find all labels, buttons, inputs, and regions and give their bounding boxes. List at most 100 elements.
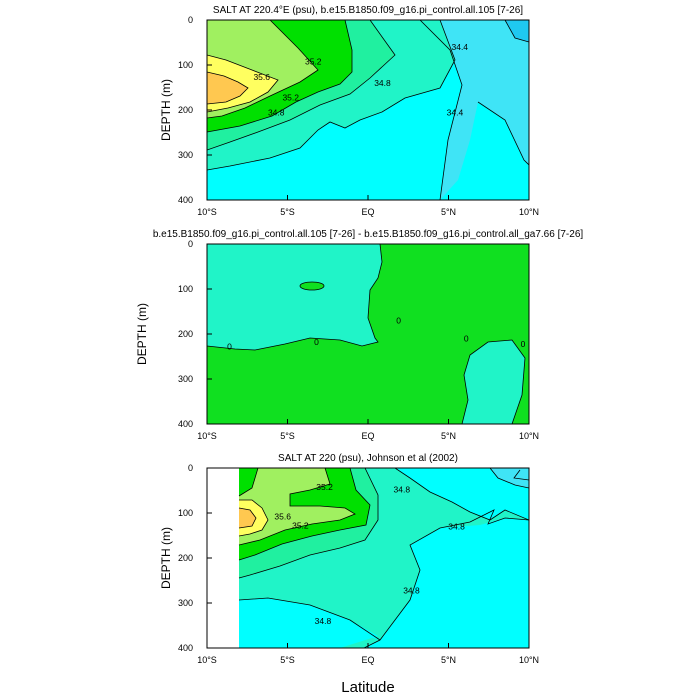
p1-contour-34.4 (419, 20, 463, 200)
x-tick-label: 10°N (519, 431, 539, 441)
p2-fill-negative-left (207, 244, 382, 350)
p3-contour-35.0 (238, 468, 379, 579)
x-tick-label: 5°N (441, 431, 456, 441)
x-tick-label: 5°N (441, 207, 456, 217)
panel-1-ylabel: DEPTH (m) (159, 79, 173, 141)
x-tick-label: 5°S (280, 207, 295, 217)
y-tick-label: 300 (178, 598, 193, 608)
p3-contour-35.6 (238, 499, 269, 537)
y-tick-label: 100 (178, 284, 193, 294)
y-tick-label: 200 (178, 329, 193, 339)
y-tick-label: 300 (178, 150, 193, 160)
p2-contour-zero-left (207, 244, 383, 351)
p3-fill-34.4 (490, 468, 529, 488)
p1-fill-34.4 (420, 20, 529, 200)
p2-contour-zero-right (461, 339, 526, 424)
x-tick-label: 10°S (197, 431, 217, 441)
y-tick-label: 400 (178, 419, 193, 429)
p2-fill-blob (300, 282, 324, 290)
p3-contour-34.8-right (363, 509, 529, 648)
x-tick-label: 5°S (280, 431, 295, 441)
p1-contour-35.8 (207, 71, 249, 105)
p3-contour-35.2 (238, 468, 371, 561)
p1-contour-35.2 (207, 20, 353, 133)
x-tick-label: EQ (361, 655, 374, 665)
contour-label: 34.4 (451, 42, 468, 52)
y-tick-label: 100 (178, 508, 193, 518)
contour-label: 35.2 (282, 92, 299, 102)
p1-contour-34.8 (207, 20, 456, 171)
contour-label: 35.2 (305, 56, 322, 66)
p1-contour-34.2 (504, 20, 529, 43)
p1-fill-34.2 (505, 20, 529, 42)
contour-label: 34.8 (448, 522, 465, 532)
p3-fill-35.4 (239, 468, 355, 545)
panel-2-contour-labels: 0 0 0 0 0 (227, 316, 525, 352)
panel-1-contour-fill (207, 20, 529, 200)
y-tick-label: 0 (188, 239, 193, 249)
p3-fill-34.6-right (239, 518, 529, 648)
panel-1-contour-labels: 35.2 35.6 35.2 34.8 34.8 34.4 34.4 (253, 42, 468, 117)
contour-label: 35.6 (274, 512, 291, 522)
p3-contour-34.4 (513, 469, 529, 481)
x-tick-label: 5°N (441, 655, 456, 665)
x-tick-label: 10°S (197, 207, 217, 217)
contour-label: 34.4 (447, 107, 464, 117)
y-tick-label: 0 (188, 15, 193, 25)
contour-label: 34.8 (315, 616, 332, 626)
p3-contour-34.6-upper (489, 468, 529, 489)
contour-label: 35.2 (316, 482, 333, 492)
p3-fill-34.6-lower (239, 600, 378, 648)
x-tick-label: 10°N (519, 207, 539, 217)
p1-contour-35.0 (207, 20, 396, 151)
contour-label: 34.8 (394, 485, 411, 495)
contour-label: 34.8 (403, 585, 420, 595)
panel-2: b.e15.B1850.f09_g16.pi_control.all.105 [… (135, 229, 583, 441)
contour-label: 0 (521, 339, 526, 349)
y-tick-label: 400 (178, 643, 193, 653)
panel-3: SALT AT 220 (psu), Johnson et al (2002) (159, 453, 539, 696)
contour-label: 34.8 (268, 107, 285, 117)
p2-fill-negative-right (462, 340, 525, 424)
x-tick-label: EQ (361, 207, 374, 217)
p1-fill-35.8 (207, 72, 248, 104)
panel-1: SALT AT 220.4°E (psu), b.e15.B1850.f09_g… (159, 5, 539, 217)
panel-3-xlabel: Latitude (341, 679, 394, 696)
p2-contour-zero-blob (299, 281, 325, 291)
panel-1-axes: 10°S 5°S EQ 5°N 10°N 0 100 200 300 400 (178, 15, 539, 217)
x-tick-label: EQ (361, 431, 374, 441)
panel-2-ylabel: DEPTH (m) (135, 303, 149, 365)
panel-3-title: SALT AT 220 (psu), Johnson et al (2002) (278, 453, 458, 464)
contour-label: 0 (464, 334, 469, 344)
x-tick-label: 5°S (280, 655, 295, 665)
contour-label: 0 (227, 342, 232, 352)
contour-label: 34.8 (374, 78, 391, 88)
y-tick-label: 100 (178, 60, 193, 70)
panel-2-contour-fill (207, 244, 529, 424)
p3-fill-34.6-upper (395, 468, 529, 520)
panel-2-axes: 10°S 5°S EQ 5°N 10°N 0 100 200 300 400 (178, 239, 539, 441)
y-tick-label: 0 (188, 463, 193, 473)
p3-contour-35.4b (238, 468, 356, 546)
p1-contour-35.6 (207, 54, 279, 113)
y-tick-label: 400 (178, 195, 193, 205)
p1-contour-35.4 (207, 20, 319, 119)
y-tick-label: 300 (178, 374, 193, 384)
panel-2-title: b.e15.B1850.f09_g16.pi_control.all.105 [… (153, 229, 584, 240)
y-tick-label: 200 (178, 553, 193, 563)
p3-contour-35.8 (238, 507, 257, 529)
p1-contour-34.4b (477, 101, 529, 166)
x-tick-label: 10°S (197, 655, 217, 665)
p3-contour-34.8-upper (394, 468, 529, 521)
y-tick-label: 200 (178, 105, 193, 115)
x-tick-label: 10°N (519, 655, 539, 665)
p3-contour-34.8-lower (238, 597, 381, 641)
contour-label: 35.2 (292, 521, 309, 531)
panel-3-axes: 10°S 5°S EQ 5°N 10°N 0 100 200 300 400 (178, 463, 539, 665)
panel-3-contour-fill (207, 468, 529, 648)
panel-3-ylabel: DEPTH (m) (159, 527, 173, 589)
contour-label: 35.6 (253, 72, 270, 82)
contour-label: 0 (314, 337, 319, 347)
panel-1-title: SALT AT 220.4°E (psu), b.e15.B1850.f09_g… (213, 5, 523, 16)
